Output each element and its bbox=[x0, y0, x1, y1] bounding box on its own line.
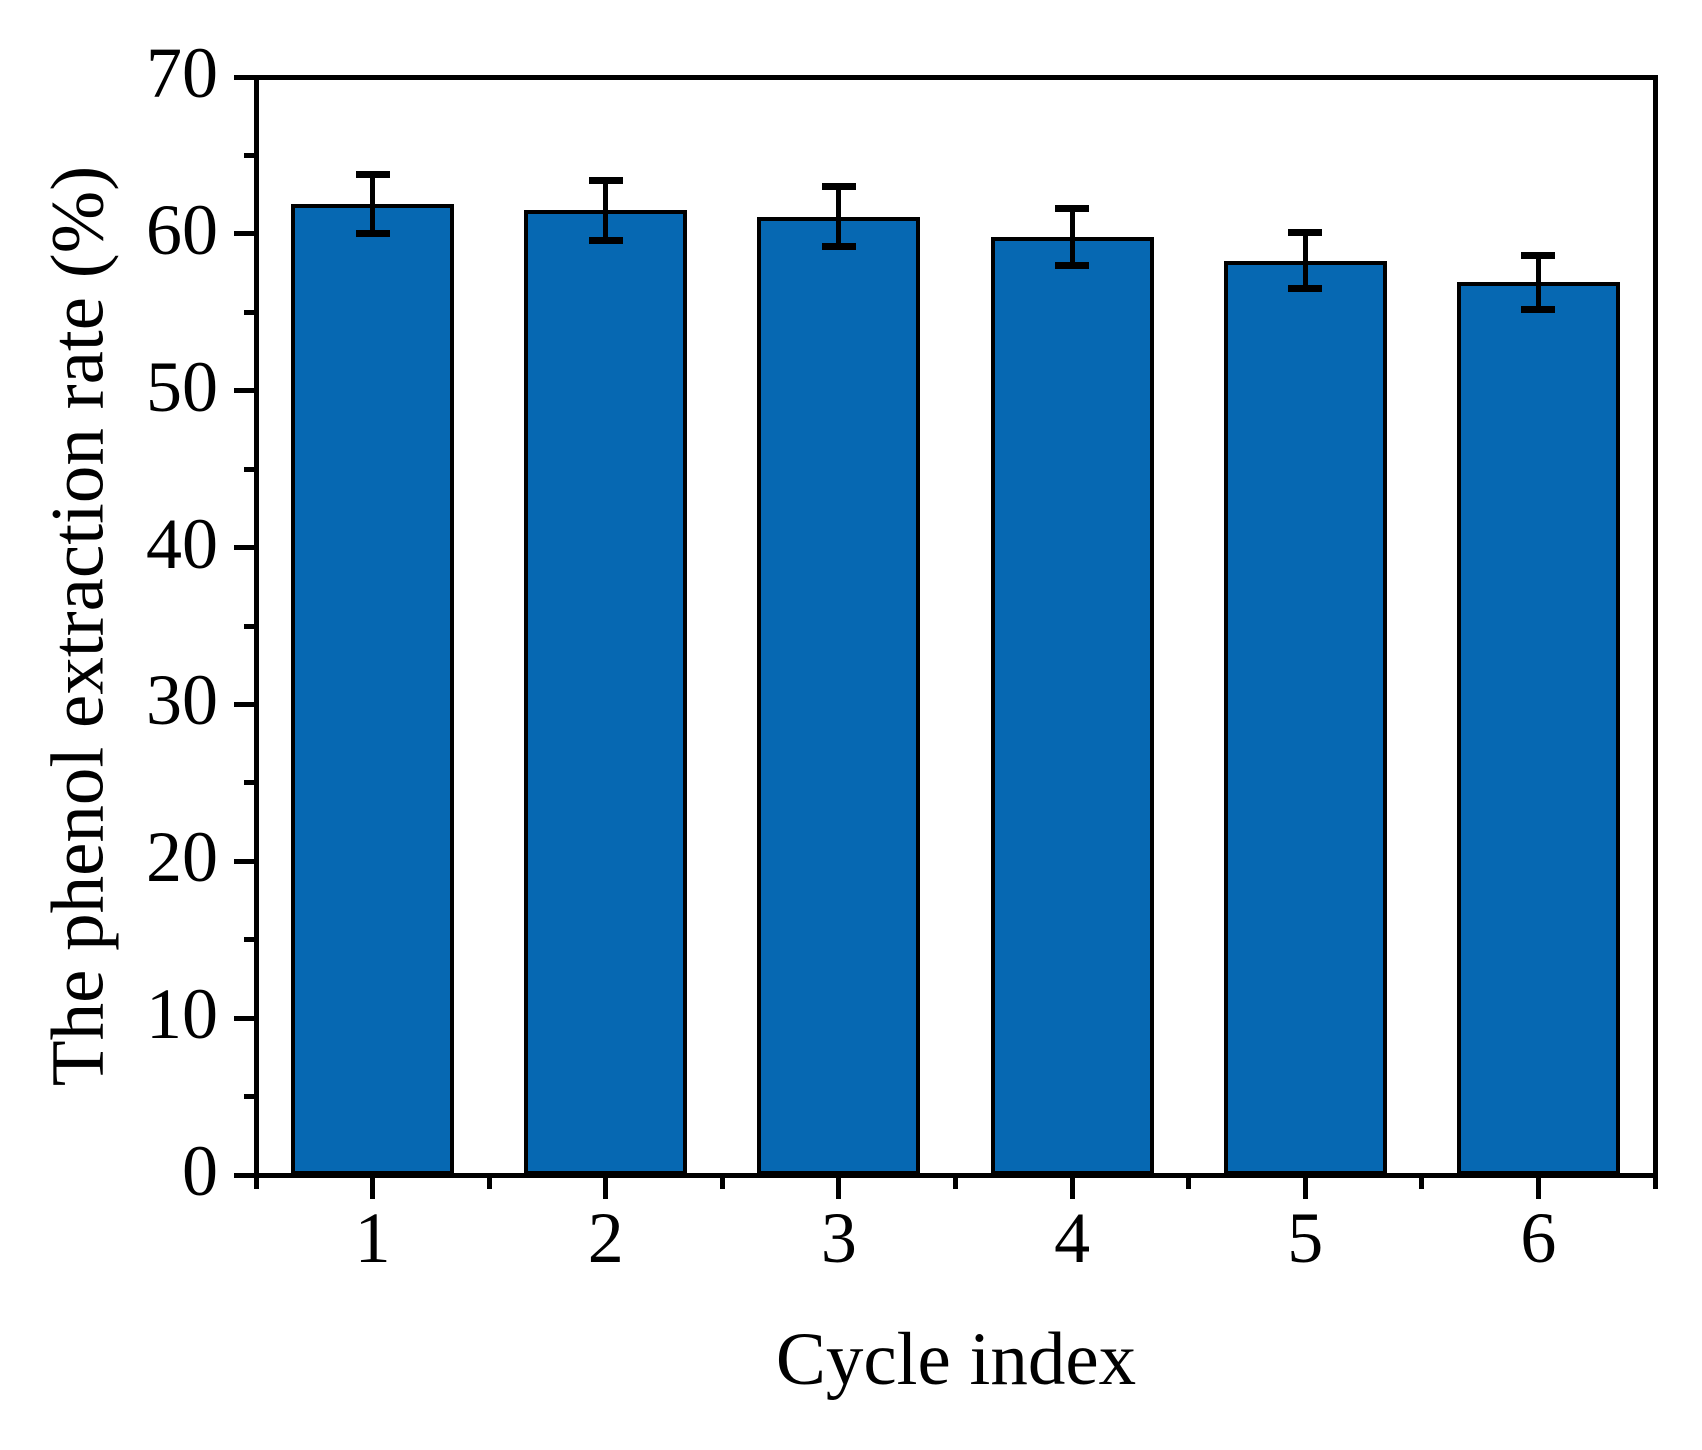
y-minor-tick bbox=[243, 152, 254, 158]
axes-frame bbox=[254, 75, 1658, 1178]
y-minor-tick bbox=[243, 623, 254, 629]
x-tick-label: 6 bbox=[1520, 1198, 1557, 1278]
x-major-tick bbox=[836, 1177, 842, 1199]
bar-cycle-4 bbox=[990, 236, 1154, 1175]
error-bar-cap-bottom bbox=[821, 242, 856, 250]
x-major-tick bbox=[1302, 1177, 1308, 1199]
bar-cycle-1 bbox=[291, 204, 455, 1175]
error-bar-stem bbox=[1302, 232, 1308, 289]
y-tick-label: 50 bbox=[146, 346, 218, 427]
bar-cycle-3 bbox=[757, 216, 921, 1175]
x-tick-label: 1 bbox=[354, 1198, 391, 1278]
y-minor-tick bbox=[243, 1094, 254, 1100]
x-major-tick bbox=[370, 1177, 376, 1199]
error-bar-stem bbox=[603, 180, 609, 241]
x-minor-tick bbox=[1419, 1177, 1425, 1189]
error-bar-stem bbox=[1069, 208, 1075, 266]
y-major-tick bbox=[233, 1172, 254, 1178]
y-minor-tick bbox=[243, 937, 254, 943]
x-minor-tick bbox=[953, 1177, 958, 1189]
y-major-tick bbox=[233, 701, 254, 707]
x-minor-tick bbox=[719, 1177, 725, 1189]
y-major-tick bbox=[233, 74, 254, 80]
y-minor-tick bbox=[243, 466, 254, 472]
error-bar-cap-bottom bbox=[588, 236, 623, 244]
error-bar-cap-top bbox=[1521, 252, 1556, 260]
x-major-tick bbox=[1069, 1177, 1075, 1199]
x-major-tick bbox=[603, 1177, 609, 1199]
y-tick-label: 10 bbox=[146, 974, 218, 1055]
y-major-tick bbox=[233, 1015, 254, 1021]
x-tick-label: 2 bbox=[587, 1198, 624, 1278]
y-tick-label: 60 bbox=[146, 189, 218, 270]
error-bar-cap-top bbox=[1288, 228, 1323, 236]
y-tick-label: 40 bbox=[146, 503, 218, 584]
y-minor-tick bbox=[243, 309, 254, 315]
error-bar-cap-top bbox=[821, 183, 856, 191]
y-major-tick bbox=[233, 858, 254, 864]
error-bar-cap-bottom bbox=[355, 230, 390, 238]
x-minor-tick bbox=[253, 1177, 259, 1189]
x-tick-label: 5 bbox=[1287, 1198, 1324, 1278]
x-minor-tick bbox=[486, 1177, 492, 1189]
x-tick-label: 4 bbox=[1054, 1198, 1091, 1278]
bar-cycle-2 bbox=[524, 210, 688, 1175]
y-tick-label: 0 bbox=[182, 1131, 218, 1211]
bar-cycle-6 bbox=[1456, 282, 1620, 1175]
bar-cycle-5 bbox=[1223, 260, 1387, 1175]
error-bar-stem bbox=[1535, 255, 1541, 310]
error-bar-cap-bottom bbox=[1288, 285, 1323, 293]
x-tick-label: 3 bbox=[820, 1198, 857, 1278]
y-minor-tick bbox=[243, 780, 254, 786]
error-bar-cap-top bbox=[1055, 205, 1090, 213]
error-bar-cap-bottom bbox=[1055, 261, 1090, 269]
y-tick-label: 20 bbox=[146, 817, 218, 898]
y-tick-label: 30 bbox=[146, 660, 218, 741]
y-axis-title: The phenol extraction rate (%) bbox=[36, 165, 120, 1087]
error-bar-stem bbox=[370, 174, 376, 234]
error-bar-cap-top bbox=[355, 170, 390, 178]
error-bar-stem bbox=[836, 186, 842, 247]
y-major-tick bbox=[233, 231, 254, 237]
error-bar-cap-bottom bbox=[1521, 305, 1556, 313]
y-major-tick bbox=[233, 545, 254, 551]
x-minor-tick bbox=[1186, 1177, 1192, 1189]
x-axis-title: Cycle index bbox=[775, 1318, 1137, 1401]
y-tick-label: 70 bbox=[146, 33, 218, 113]
x-major-tick bbox=[1535, 1177, 1541, 1199]
error-bar-cap-top bbox=[588, 177, 623, 185]
y-major-tick bbox=[233, 388, 254, 394]
x-minor-tick bbox=[1652, 1177, 1658, 1189]
